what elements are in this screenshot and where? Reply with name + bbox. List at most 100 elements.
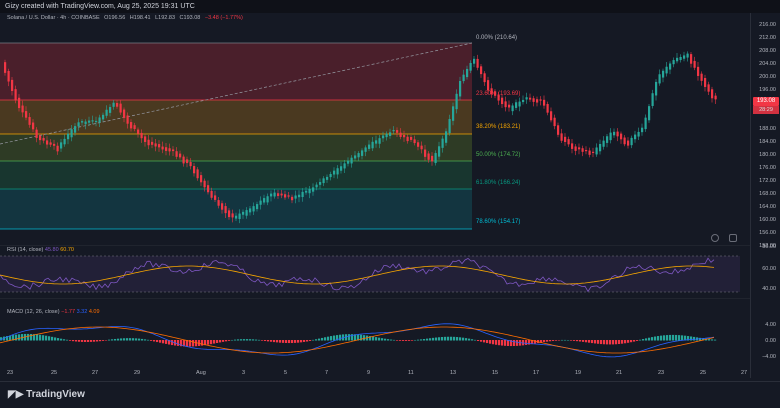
rsi-pane[interactable]	[0, 245, 751, 297]
candle	[585, 149, 588, 152]
macd-bar	[447, 336, 450, 341]
candle	[63, 138, 66, 145]
macd-pane[interactable]	[0, 298, 751, 370]
macd-bar	[459, 337, 462, 341]
macd-bar	[333, 335, 336, 341]
candle	[483, 73, 486, 83]
macd-bar	[363, 335, 366, 341]
macd-bar	[564, 339, 567, 341]
macd-bar	[555, 340, 558, 341]
macd-bar	[156, 340, 159, 343]
ohlc-high: H198.41	[129, 15, 151, 21]
macd-bar	[303, 340, 306, 342]
macd-bar	[291, 340, 294, 344]
price-axis[interactable]: 216.00 212.00 208.00 204.00 200.00 196.0…	[750, 13, 780, 378]
candle	[123, 109, 126, 118]
candle	[168, 148, 171, 152]
time-label: 25	[700, 370, 707, 376]
price-tick: 184.00	[759, 139, 776, 145]
macd-bar	[42, 335, 45, 341]
candle	[207, 185, 210, 193]
macd-bar	[504, 340, 507, 346]
candle	[210, 190, 213, 198]
candle	[109, 107, 112, 113]
candle	[546, 104, 549, 113]
candle	[518, 101, 521, 107]
price-chart[interactable]	[0, 13, 751, 244]
candle	[448, 119, 451, 134]
macd-bar	[180, 340, 183, 347]
macd-bar	[516, 340, 519, 346]
macd-bar	[126, 338, 129, 341]
macd-bar	[351, 334, 354, 341]
brand-name: TradingView	[26, 389, 85, 400]
price-tick: 188.00	[759, 126, 776, 132]
candle	[333, 170, 336, 175]
candle	[221, 203, 224, 210]
macd-bar	[201, 340, 204, 346]
candle	[158, 144, 161, 148]
candle	[4, 62, 7, 73]
candle	[161, 146, 164, 150]
tradingview-logo[interactable]: ◤▶ TradingView	[8, 389, 85, 400]
price-tick: 196.00	[759, 87, 776, 93]
candle	[60, 142, 63, 149]
macd-bar	[120, 338, 123, 341]
candle	[700, 73, 703, 81]
auto-scale-icon[interactable]	[729, 234, 737, 242]
macd-bar	[489, 340, 492, 344]
macd-bar	[585, 340, 588, 343]
candle	[501, 97, 504, 105]
macd-bar	[54, 337, 57, 341]
candle	[413, 139, 416, 144]
price-tick: 164.00	[759, 204, 776, 210]
macd-bar	[570, 340, 573, 341]
rsi-tick: 40.00	[762, 286, 776, 292]
macd-bar	[486, 340, 489, 344]
candle	[350, 157, 353, 164]
macd-bar	[543, 340, 546, 343]
macd-bar	[396, 340, 399, 341]
macd-bar	[639, 339, 642, 341]
time-label: 21	[616, 370, 623, 376]
candle	[21, 105, 24, 113]
rsi-band	[0, 256, 740, 292]
macd-bar	[432, 337, 435, 341]
macd-bar	[261, 340, 264, 341]
macd-bar	[321, 337, 324, 341]
time-axis[interactable]: 23 25 27 29 Aug 3 5 7 9 11 13 15 17 19 2…	[0, 370, 751, 380]
macd-bar	[633, 340, 636, 342]
candle	[364, 147, 367, 152]
macd-bar	[348, 334, 351, 341]
macd-bar	[327, 336, 330, 341]
macd-bar	[702, 338, 705, 341]
candle	[431, 155, 434, 162]
macd-bar	[132, 338, 135, 341]
candle	[175, 151, 178, 157]
rsi-tick: 60.00	[762, 266, 776, 272]
candle	[361, 150, 364, 156]
macd-legend: MACD (12, 26, close) −1.77 3.32 4.09	[7, 309, 100, 315]
candle	[263, 198, 266, 203]
macd-bar	[297, 340, 300, 343]
candle	[193, 166, 196, 174]
time-label: 17	[533, 370, 540, 376]
macd-bar	[18, 334, 21, 341]
candle	[277, 193, 280, 196]
bar-countdown: 28:29	[753, 106, 779, 114]
candle	[382, 135, 385, 139]
macd-bar	[117, 338, 120, 341]
macd-bar	[108, 339, 111, 341]
settings-icon[interactable]	[711, 234, 719, 242]
candle	[252, 206, 255, 212]
candle	[672, 60, 675, 65]
macd-bar	[393, 339, 396, 341]
macd-label: MACD (12, 26, close)	[7, 309, 60, 315]
candle	[613, 131, 616, 136]
candle	[609, 132, 612, 141]
candle	[126, 115, 129, 124]
candle	[581, 148, 584, 152]
candle	[522, 99, 525, 103]
macd-bar	[357, 334, 360, 341]
candle	[245, 210, 248, 216]
